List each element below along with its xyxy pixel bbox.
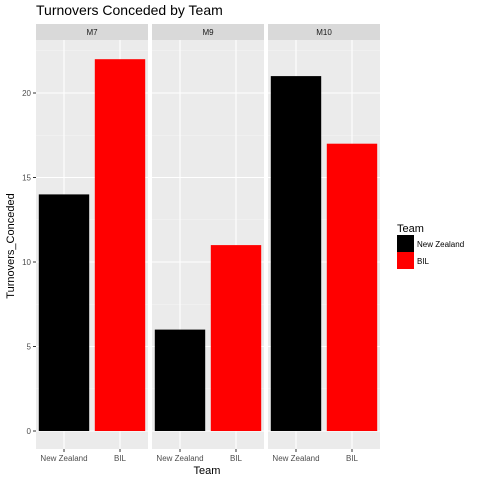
bar xyxy=(94,59,146,431)
x-tick-label: New Zealand xyxy=(40,454,87,463)
x-axis-title: Team xyxy=(194,465,221,477)
y-axis: 0 5 10 15 20 xyxy=(22,89,36,436)
y-tick-label: 10 xyxy=(22,258,31,267)
legend-title: Team xyxy=(397,223,424,235)
y-tick-label: 5 xyxy=(27,343,32,352)
legend: Team New Zealand BIL xyxy=(397,223,464,269)
facet-strip-label: M7 xyxy=(86,28,98,37)
facet-strip-label: M10 xyxy=(316,28,332,37)
x-tick-label: New Zealand xyxy=(272,454,319,463)
y-tick-label: 20 xyxy=(22,89,31,98)
y-tick-label: 15 xyxy=(22,174,31,183)
facet-panel: M10 New Zealand BIL xyxy=(268,24,380,463)
bar xyxy=(326,143,378,431)
chart-title: Turnovers Conceded by Team xyxy=(36,2,223,18)
y-tick-label: 0 xyxy=(27,427,32,436)
bar xyxy=(38,194,90,431)
facet-panel: M9 New Zealand BIL xyxy=(152,24,264,463)
facet-strip xyxy=(268,24,380,40)
x-tick-label: BIL xyxy=(346,454,359,463)
bar xyxy=(154,329,206,431)
facet-panel: M7 New Zealand BIL xyxy=(36,24,148,463)
legend-key xyxy=(397,252,414,269)
x-tick-label: New Zealand xyxy=(156,454,203,463)
facet-strip-label: M9 xyxy=(202,28,214,37)
facet-panels: M7 New Zealand BIL M9 New Zealand BIL M10 New Z… xyxy=(36,24,380,463)
facet-strip xyxy=(36,24,148,40)
x-tick-label: BIL xyxy=(114,454,127,463)
facet-strip xyxy=(152,24,264,40)
x-tick-label: BIL xyxy=(230,454,243,463)
legend-label: New Zealand xyxy=(417,240,464,249)
legend-key xyxy=(397,235,414,252)
y-axis-title: Turnovers_Conceded xyxy=(5,193,17,298)
legend-label: BIL xyxy=(417,257,430,266)
bar xyxy=(270,76,322,431)
bar xyxy=(210,245,262,431)
